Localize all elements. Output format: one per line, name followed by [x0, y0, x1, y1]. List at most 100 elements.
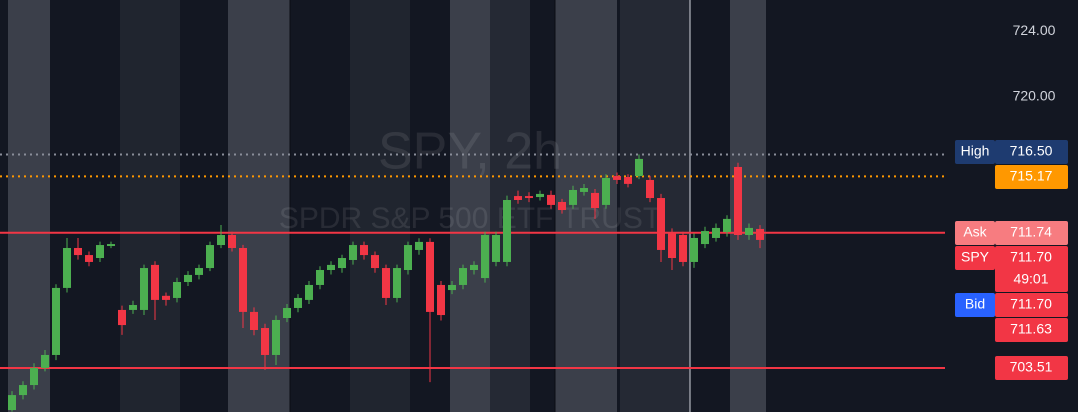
candle-body [481, 235, 489, 279]
candle-body [96, 245, 104, 259]
candle-body [679, 235, 687, 262]
candle-body [195, 268, 203, 275]
price-label-value: 715.17 [1010, 168, 1053, 184]
price-label-tag [955, 246, 995, 270]
candle-body [228, 235, 236, 248]
candle-body [756, 228, 764, 240]
candle-body [459, 268, 467, 285]
candle-body [437, 284, 445, 316]
price-label-box [995, 356, 1068, 380]
candle-body [305, 284, 313, 300]
price-label-name: SPY [961, 249, 990, 265]
price-label-box [995, 140, 1068, 164]
candle-body [635, 158, 643, 177]
candle-body [426, 241, 434, 312]
candle-body [393, 268, 401, 298]
candle-body [118, 309, 126, 326]
price-label-tag [955, 140, 995, 164]
candle-body [8, 395, 16, 411]
candle-body [602, 177, 610, 205]
candle-body [415, 241, 423, 250]
candle-body [338, 258, 346, 269]
candle-body [404, 245, 412, 271]
candle-body [30, 367, 38, 386]
candle-body [558, 201, 566, 211]
candle-body [536, 193, 544, 198]
candle-body [272, 319, 280, 355]
candle-body [151, 264, 159, 300]
price-label-value: 716.50 [1010, 143, 1053, 159]
candle-body [712, 227, 720, 238]
candle-body [140, 268, 148, 310]
candle-body [547, 194, 555, 205]
candle-body [74, 247, 82, 256]
candle-body [360, 245, 368, 256]
watermark-title: SPY, 2h [378, 123, 562, 181]
price-label-value: 711.63 [1010, 321, 1052, 337]
candle-body [646, 179, 654, 199]
candle-body [173, 282, 181, 298]
price-label-name: High [961, 143, 990, 159]
candle-body [63, 247, 71, 288]
candle-body [525, 196, 533, 199]
candle-body [107, 244, 115, 247]
candle-body [294, 297, 302, 308]
candle-body [283, 307, 291, 318]
candle-body [745, 227, 753, 236]
price-label-box [995, 221, 1068, 245]
candle-body [316, 270, 324, 285]
price-label-box [995, 318, 1068, 342]
candle-body [239, 247, 247, 312]
price-label-value: 703.51 [1010, 359, 1053, 375]
price-label-box [995, 293, 1068, 317]
candle-body [503, 200, 511, 262]
candle-body [184, 274, 192, 283]
candle-body [206, 245, 214, 269]
candle-body [162, 295, 170, 300]
candle-body [514, 196, 522, 201]
candle-body [470, 264, 478, 271]
candle-body [217, 235, 225, 246]
price-label-tag [955, 221, 995, 245]
price-label-value: 711.74 [1010, 224, 1052, 240]
session-bands [8, 0, 766, 412]
price-label-name: Bid [965, 296, 985, 312]
price-label-name: Ask [963, 224, 987, 240]
price-axis [945, 0, 1078, 412]
candle-body [448, 284, 456, 291]
candle-body [657, 198, 665, 250]
candle-body [382, 268, 390, 298]
y-tick-label: 724.00 [1013, 22, 1056, 38]
candle-body [371, 255, 379, 269]
watermark-subtitle: SPDR S&P 500 ETF TRUST [279, 202, 661, 235]
candle-body [580, 188, 588, 192]
candle-body [41, 354, 49, 368]
candle-body [591, 192, 599, 209]
candle-body [668, 233, 676, 259]
y-tick-label: 720.00 [1013, 88, 1056, 104]
candle-body [569, 189, 577, 205]
price-label-value: 711.70 [1010, 296, 1052, 312]
candle-body [85, 255, 93, 262]
candle-body [250, 311, 258, 330]
candle-body [701, 231, 709, 245]
price-label-tag [955, 293, 995, 317]
candle-body [19, 385, 27, 396]
candle-body [723, 218, 731, 233]
candle-body [327, 264, 335, 271]
candle-body [492, 235, 500, 262]
price-label-box [995, 246, 1068, 292]
price-label-box [995, 165, 1068, 189]
price-label-value: 711.70 [1010, 249, 1052, 265]
candle-body [624, 176, 632, 184]
candle-body [349, 245, 357, 260]
price-countdown: 49:01 [1013, 271, 1048, 287]
candle-body [129, 305, 137, 310]
candle-body [613, 176, 621, 180]
candle-body [52, 287, 60, 355]
candle-body [734, 166, 742, 236]
candle-body [261, 328, 269, 355]
candle-body [690, 237, 698, 262]
